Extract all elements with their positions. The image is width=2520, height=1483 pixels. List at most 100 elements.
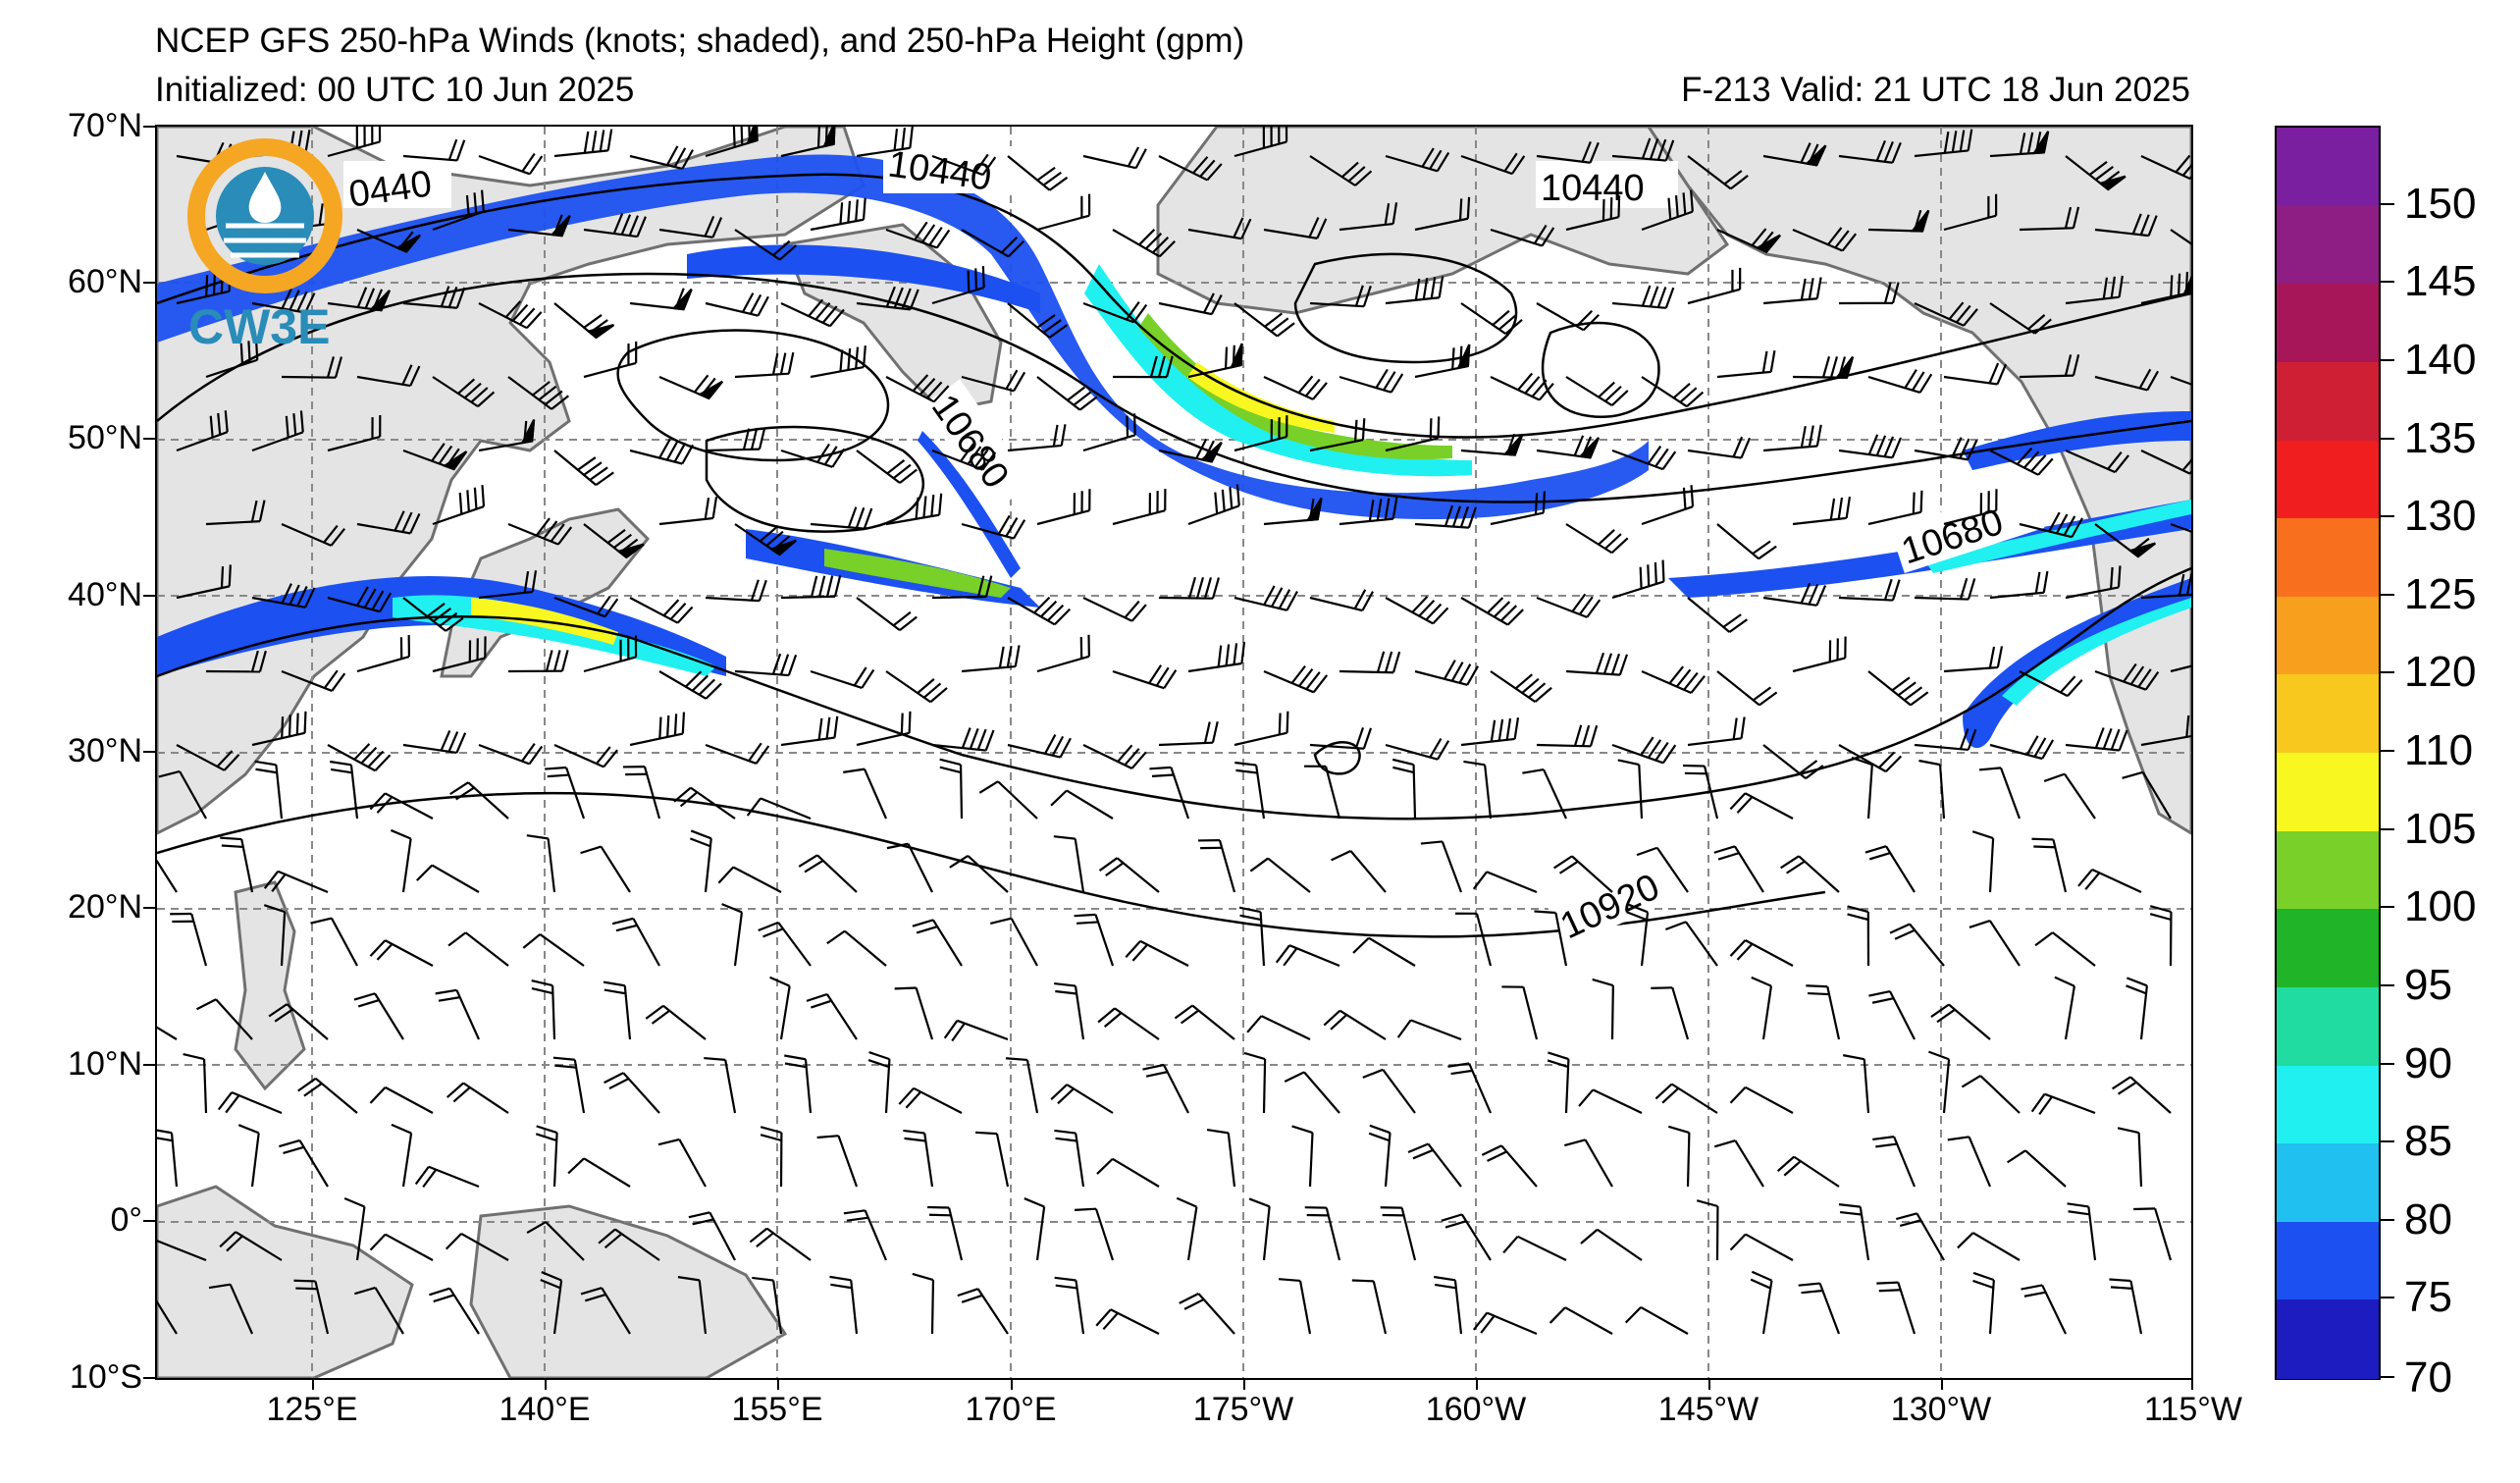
wind-barb [760, 1126, 783, 1188]
wind-barb [1751, 976, 1773, 1040]
wind-barb [931, 443, 997, 471]
colorbar-segment [2277, 753, 2379, 832]
wind-barb [1463, 760, 1493, 820]
wind-barb [2140, 154, 2191, 181]
wind-barb [1549, 1306, 1613, 1335]
wind-barb [1036, 489, 1091, 526]
wind-barb [369, 939, 434, 967]
colorbar-tick [2381, 1218, 2394, 1221]
wind-barb [1895, 1212, 1945, 1261]
wind-barb [810, 506, 873, 530]
wind-barb [629, 597, 694, 624]
wind-barb [263, 904, 287, 967]
colorbar-tick [2381, 671, 2394, 674]
lon-label-155e: 155°E [731, 1391, 823, 1428]
wind-barb [1447, 1062, 1493, 1114]
wind-barb [1641, 665, 1706, 694]
wind-barb [402, 443, 468, 471]
wind-barb [2067, 1202, 2097, 1261]
lat-tick [143, 1064, 155, 1066]
wind-barb [2006, 1149, 2067, 1188]
colorbar-tick [2381, 983, 2394, 986]
wind-barb [2031, 837, 2068, 893]
wind-barb [356, 364, 421, 388]
map-panel: 0440 10440 10440 10680 10680 10920 [155, 125, 2193, 1380]
wind-barb [369, 1086, 434, 1114]
wind-barb [658, 670, 722, 700]
colorbar-label: 150 [2404, 179, 2477, 228]
wind-barb [567, 1157, 631, 1188]
wind-barb [1112, 355, 1174, 379]
wind-barb [2021, 1284, 2067, 1335]
wind-barb [974, 1131, 1010, 1188]
wind-barb [798, 854, 858, 893]
wind-barb [1989, 735, 2055, 761]
wind-barb [157, 1026, 178, 1040]
wind-barb [1989, 302, 2052, 335]
wind-barb [2043, 772, 2096, 820]
wind-barb [1928, 1050, 1951, 1114]
wind-barb [2019, 206, 2080, 232]
lon-label-170e: 170°E [965, 1391, 1057, 1428]
wind-barb [297, 1077, 358, 1114]
graticule [157, 127, 2191, 1378]
wind-barb [402, 286, 466, 309]
wind-barb [1578, 1088, 1643, 1114]
wind-barb [356, 228, 421, 253]
wind-barb [2077, 868, 2142, 893]
wind-barb [658, 497, 718, 526]
wind-barb [931, 153, 997, 177]
wind-barb [157, 1129, 179, 1188]
wind-barb [1989, 570, 2049, 600]
lon-label-130w: 130°W [1890, 1391, 1992, 1428]
wind-barb [961, 229, 1025, 258]
colorbar-segment [2277, 596, 2379, 675]
wind-barb [1565, 195, 1621, 232]
wind-barb [507, 376, 570, 410]
height-contours [157, 173, 2191, 938]
wind-barb [1263, 664, 1329, 694]
wind-barb [1054, 1276, 1085, 1335]
land-indonesia [157, 1185, 414, 1378]
wind-barb [531, 979, 556, 1040]
wind-barb [1867, 369, 1933, 395]
wind-barb [157, 859, 178, 893]
wind-barb [327, 415, 382, 452]
wind-barb [2112, 1076, 2172, 1114]
wind-barb [1098, 857, 1160, 893]
wind-barb [327, 743, 392, 772]
wind-barb [2170, 229, 2191, 245]
wind-barb [758, 921, 812, 967]
colorbar-tick [2381, 515, 2394, 518]
wind-barb [1351, 1279, 1388, 1335]
wind-barb [705, 742, 770, 765]
wind-barb [1943, 489, 1998, 526]
colorbar-segment [2277, 361, 2379, 441]
wind-barb [1918, 759, 1946, 820]
wind-barb [1339, 368, 1404, 394]
lat-label-70n: 70°N [68, 107, 142, 144]
wind-barb [1007, 155, 1069, 191]
wind-barb [1838, 434, 1902, 459]
wind-barb [927, 1205, 964, 1261]
wind-barb [1547, 1051, 1570, 1114]
jet-east-core [1923, 500, 2191, 573]
wind-barb [629, 438, 695, 465]
wind-barb [885, 493, 943, 526]
lat-label-10n: 10°N [68, 1045, 142, 1083]
wind-barb [603, 980, 632, 1040]
wind-barb [540, 1271, 563, 1335]
wind-barb [1407, 1142, 1462, 1188]
wind-barb [1611, 559, 1665, 600]
wind-barb [931, 727, 995, 752]
wind-barb [535, 1125, 558, 1188]
wind-barb [237, 1124, 260, 1188]
wind-barb [553, 743, 618, 768]
wind-barb [1851, 756, 1873, 820]
wind-barb [2019, 511, 2083, 539]
wind-barb [1234, 585, 1298, 611]
wind-barb [1762, 744, 1824, 780]
colorbar-segment [2277, 986, 2379, 1066]
colorbar-label: 90 [2404, 1038, 2452, 1087]
wind-barb [369, 1233, 434, 1261]
